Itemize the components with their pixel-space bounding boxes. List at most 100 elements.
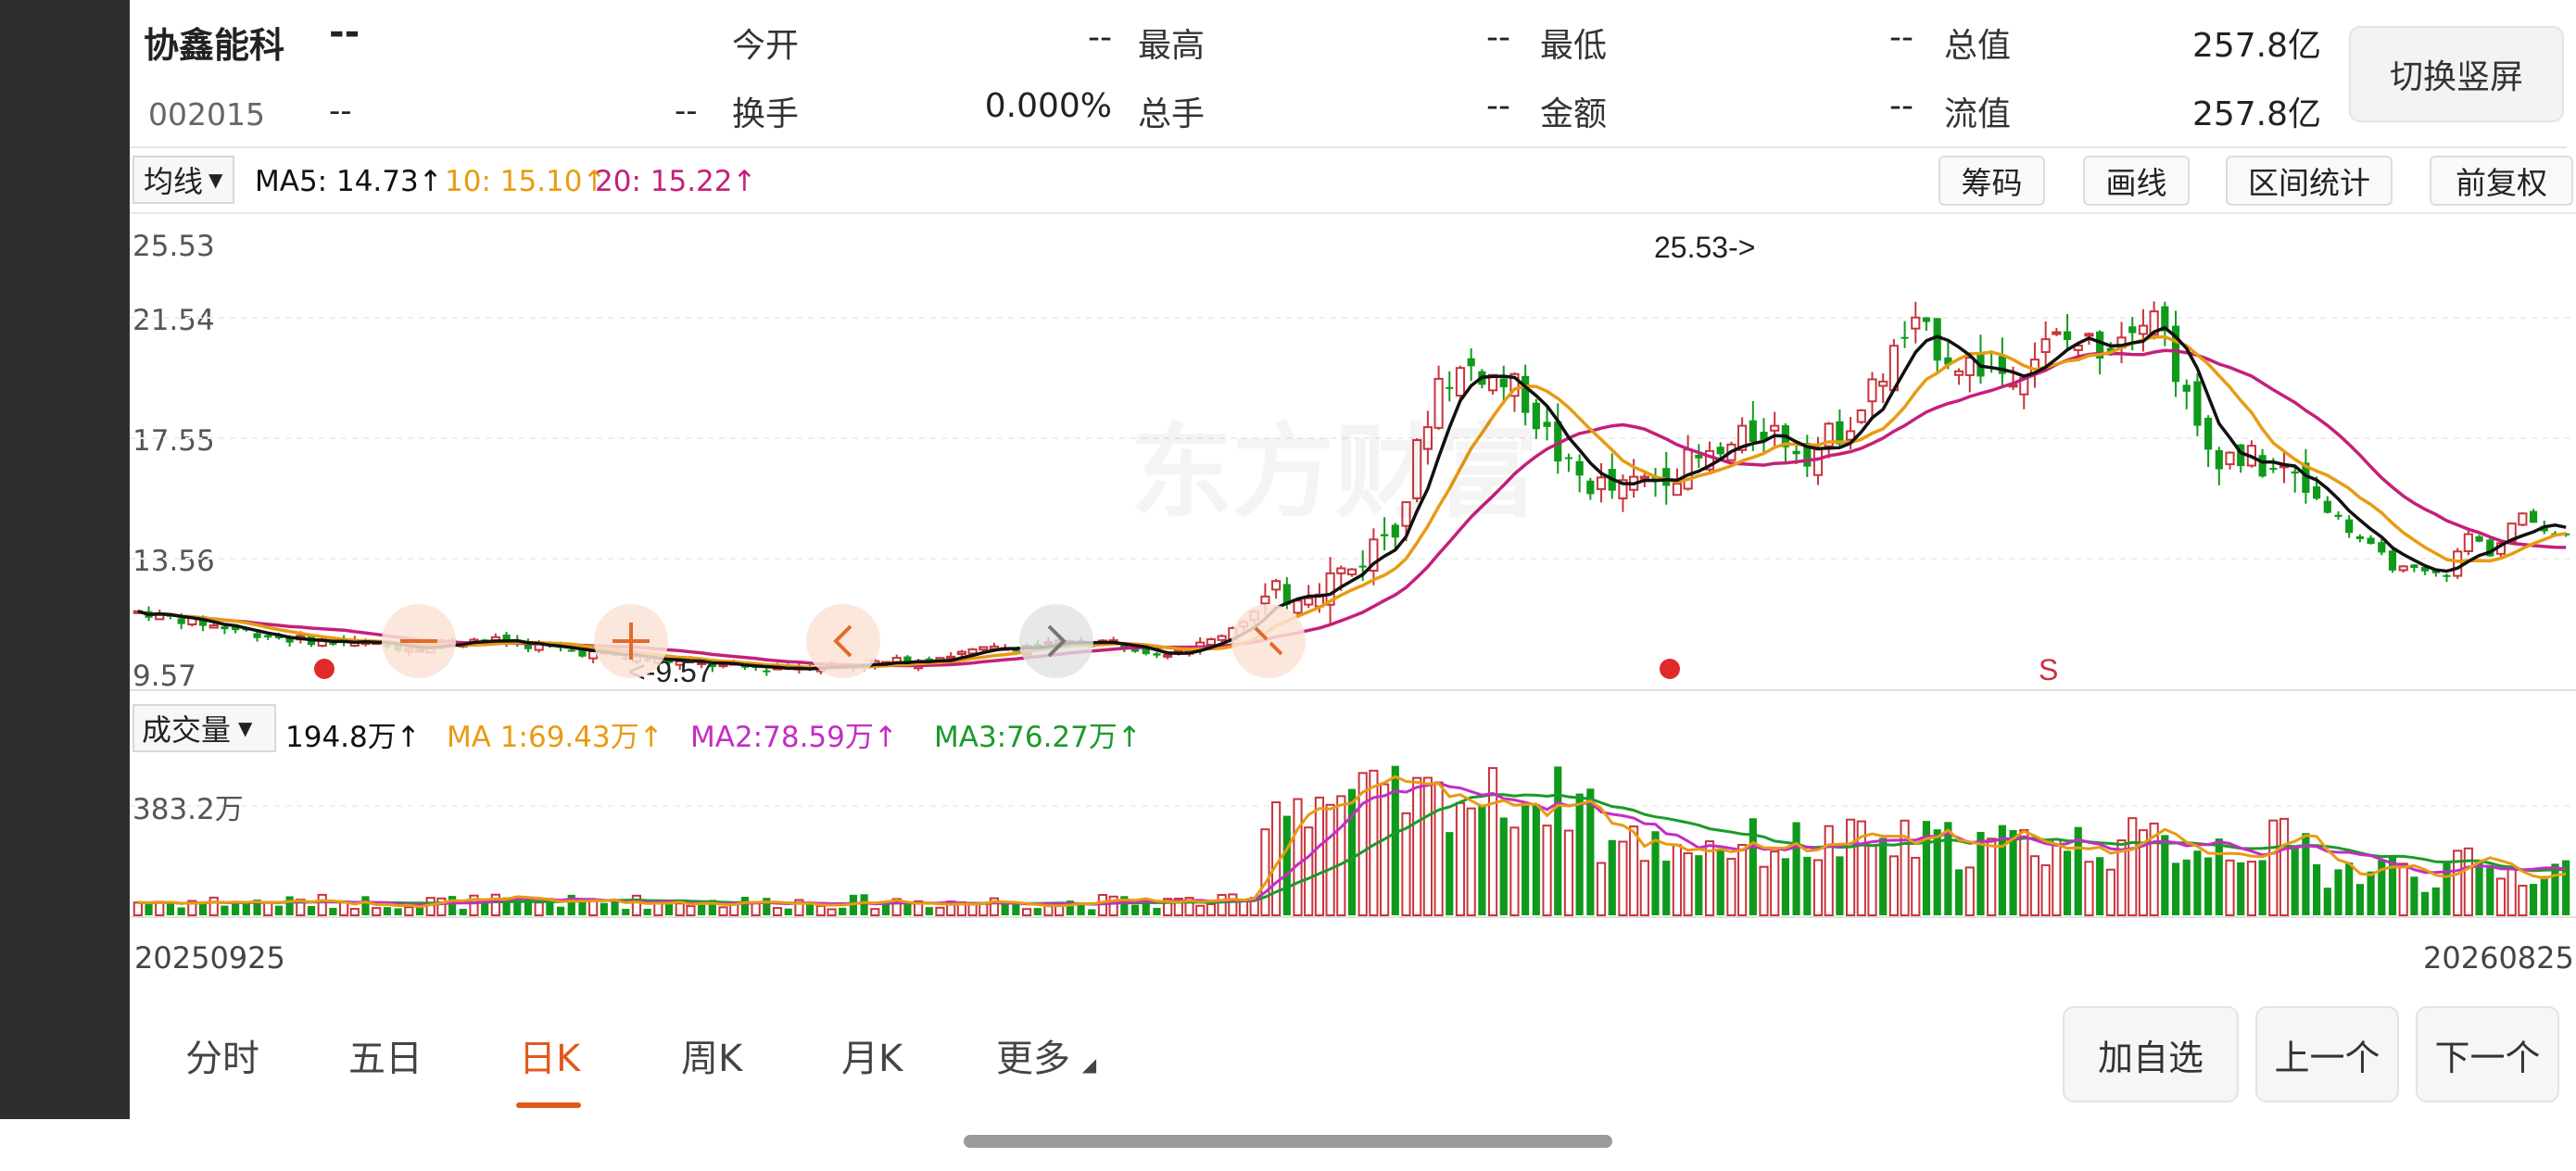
candle-body — [1304, 597, 1314, 606]
stat-value-total-value: 257.8亿 — [2191, 27, 2321, 65]
volume-bar — [404, 906, 414, 916]
volume-bar — [1325, 803, 1335, 916]
volume-bar — [1466, 807, 1476, 916]
tab-weekly-k[interactable]: 周K — [681, 1038, 743, 1080]
volume-bar — [1542, 825, 1552, 916]
volume-bar — [1184, 897, 1194, 917]
volume-ma2-legend: MA2:78.59万↑ — [690, 721, 898, 754]
candle-body — [1271, 580, 1282, 591]
volume-bar — [232, 902, 240, 915]
volume-bar — [784, 908, 792, 915]
zoom-out-control[interactable] — [382, 604, 456, 678]
volume-value: 194.8万↑ — [285, 721, 421, 754]
candle-body — [2410, 564, 2418, 568]
volume-bar — [2116, 839, 2127, 917]
volume-bar — [339, 900, 349, 916]
candle-body — [2128, 326, 2137, 334]
volume-bar — [1792, 822, 1800, 915]
tab-daily-k[interactable]: 日K — [519, 1038, 581, 1080]
volume-bar — [989, 897, 1000, 916]
volume-bar — [1153, 907, 1161, 915]
volume-bar — [1401, 812, 1411, 916]
chip-distribution-button[interactable]: 筹码 — [1938, 156, 2045, 206]
pan-right-control[interactable] — [1019, 604, 1093, 678]
candle-body — [2040, 338, 2051, 354]
volume-bar — [383, 907, 391, 915]
volume-bar — [2040, 863, 2051, 917]
candle-body — [1639, 475, 1649, 480]
volume-bar — [1563, 829, 1574, 916]
switch-portrait-button[interactable]: 切换竖屏 — [2349, 26, 2564, 122]
candle-body — [567, 649, 575, 652]
volume-tick: 383.2万 — [133, 793, 244, 826]
volume-bar — [1695, 855, 1703, 915]
previous-stock-button[interactable]: 上一个 — [2255, 1006, 2399, 1102]
price-tick-4: 13.56 — [133, 545, 215, 578]
volume-bar — [1478, 805, 1486, 915]
draw-line-button[interactable]: 画线 — [2083, 156, 2190, 206]
volume-bar — [2204, 857, 2213, 915]
volume-bar — [2334, 869, 2342, 915]
tab-intraday[interactable]: 分时 — [185, 1038, 259, 1080]
stat-value-total-volume: -- — [1486, 87, 1510, 125]
tab-monthly-k[interactable]: 月K — [841, 1038, 903, 1080]
zoom-in-control[interactable] — [594, 604, 668, 678]
volume-bar — [1911, 856, 1921, 916]
candle-body — [1293, 599, 1303, 614]
volume-bar — [2323, 888, 2331, 915]
volume-bar — [2302, 833, 2310, 915]
home-indicator[interactable] — [964, 1135, 1612, 1148]
volume-bar — [1391, 765, 1399, 915]
volume-bar — [1238, 900, 1249, 917]
chevron-left-icon — [833, 624, 852, 658]
volume-bar — [2420, 891, 2430, 915]
add-watchlist-button[interactable]: 加自选 — [2063, 1006, 2239, 1102]
volume-bar — [1704, 840, 1715, 917]
volume-bar — [274, 905, 284, 915]
range-stats-button[interactable]: 区间统计 — [2226, 156, 2393, 206]
collapse-control[interactable] — [1231, 604, 1306, 678]
stat-label-turnover: 换手 — [732, 95, 800, 133]
volume-bar — [2215, 838, 2223, 915]
candle-body — [2269, 468, 2278, 471]
pan-left-control[interactable] — [806, 604, 880, 678]
volume-bar — [502, 897, 511, 915]
tab-more[interactable]: 更多 ◢ — [996, 1028, 1096, 1082]
candle-body — [329, 642, 337, 645]
volume-bar — [925, 907, 933, 915]
candle-body — [208, 624, 219, 629]
candle-body — [763, 670, 771, 673]
stock-code: 002015 — [148, 96, 265, 132]
volume-bar — [1846, 818, 1856, 916]
candle-body — [502, 634, 511, 644]
volume-bar — [2443, 863, 2451, 915]
volume-bar — [1228, 893, 1238, 917]
forward-adjust-button[interactable]: 前复权 — [2430, 156, 2573, 206]
indicator-select[interactable]: 成交量 ▼ — [133, 704, 276, 752]
next-stock-button[interactable]: 下一个 — [2416, 1006, 2559, 1102]
candle-body — [2096, 331, 2104, 359]
volume-bar — [198, 902, 208, 915]
candle-body — [1900, 336, 1909, 339]
volume-bar — [329, 908, 337, 915]
volume-bar — [1066, 900, 1074, 915]
volume-ma3-legend: MA3:76.27万↑ — [934, 721, 1142, 754]
tab-five-day[interactable]: 五日 — [348, 1038, 423, 1080]
end-date-label: 20260825 — [2423, 940, 2574, 976]
volume-bar — [459, 908, 467, 915]
volume-bar — [2279, 817, 2290, 917]
volume-bar — [556, 906, 565, 915]
volume-bar — [2052, 837, 2062, 917]
candle-body — [1522, 375, 1530, 413]
volume-bar — [1509, 826, 1520, 917]
volume-bar — [221, 905, 229, 915]
candle-body — [2378, 542, 2386, 553]
volume-bar — [2128, 817, 2138, 916]
ma-type-select[interactable]: 均线 ▼ — [133, 156, 234, 204]
candle-body — [2052, 331, 2062, 335]
volume-bar — [1964, 866, 1975, 917]
candle-body — [1282, 584, 1291, 605]
stat-label-float-value: 流值 — [1944, 95, 2012, 133]
volume-bar — [1088, 909, 1096, 915]
